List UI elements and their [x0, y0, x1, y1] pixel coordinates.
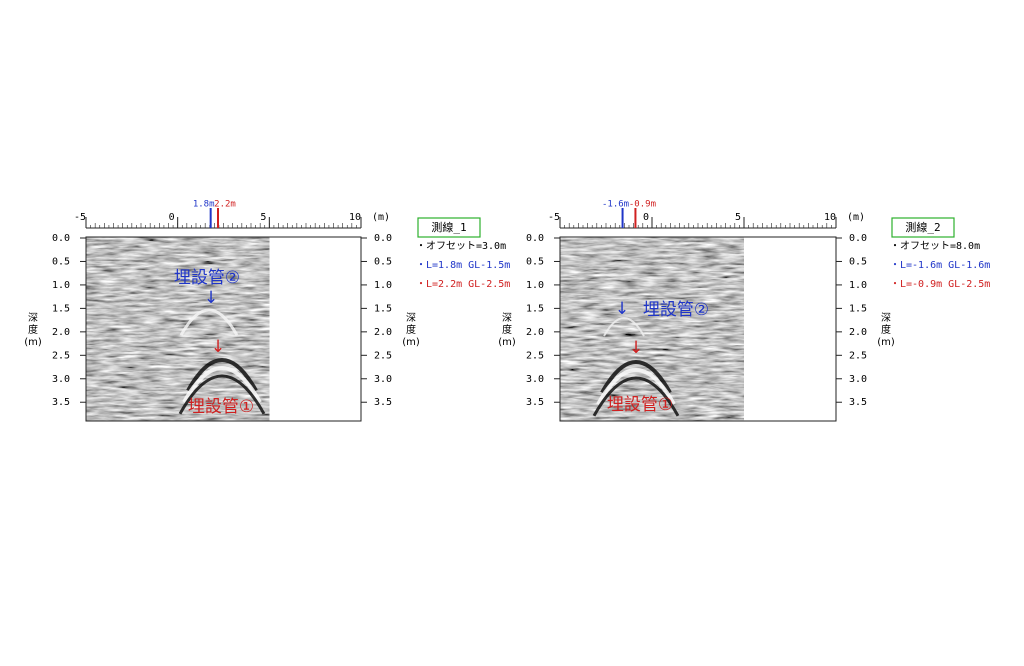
y-tick-label-right: 1.5 — [374, 303, 392, 314]
x-tick-label: -5 — [74, 212, 86, 223]
y-tick-label-right: 0.0 — [374, 233, 392, 244]
x-tick-label: -5 — [548, 212, 560, 223]
x-tick-label: 5 — [260, 212, 266, 223]
y-tick-label: 2.0 — [526, 327, 544, 338]
y-tick-label: 2.5 — [526, 350, 544, 361]
legend-item: ・L=-0.9m GL-2.5m — [890, 279, 990, 290]
y-axis-label-right: (m) — [877, 337, 895, 348]
x-tick-label: 0 — [643, 212, 649, 223]
radargram — [85, 236, 362, 422]
hyperbola — [182, 366, 262, 404]
hyperbola — [186, 358, 258, 392]
y-tick-label-right: 3.0 — [374, 374, 392, 385]
y-tick-label: 1.0 — [52, 280, 70, 291]
legend-title-box — [417, 217, 481, 238]
y-tick-label-right: 0.5 — [374, 256, 392, 267]
y-tick-label-right: 3.5 — [849, 397, 867, 408]
y-tick-label-right: 1.0 — [374, 280, 392, 291]
y-tick-label-right: 3.5 — [374, 397, 392, 408]
marker-label: -0.9m — [629, 200, 656, 210]
hyperbola — [603, 317, 645, 337]
y-axis-label: 度 — [28, 323, 38, 336]
y-tick-label-right: 1.0 — [849, 280, 867, 291]
y-axis-label: 度 — [502, 323, 512, 336]
y-tick-label: 1.5 — [52, 303, 70, 314]
hyperbola — [596, 368, 676, 406]
legend-title-box — [891, 217, 955, 238]
y-tick-label-right: 2.0 — [374, 327, 392, 338]
plot-frame — [85, 236, 362, 422]
marker-label: -1.6m — [602, 200, 629, 210]
pipe-annotation: 埋設管② — [174, 268, 240, 288]
y-axis-label: (m) — [498, 337, 516, 348]
x-tick-label: 10 — [349, 212, 361, 223]
x-tick-label: 0 — [169, 212, 175, 223]
y-axis-label: (m) — [24, 337, 42, 348]
y-tick-label: 2.5 — [52, 350, 70, 361]
marker-label: 1.8m — [193, 200, 215, 210]
y-axis-label-right: 深 — [406, 312, 416, 324]
y-tick-label: 3.0 — [52, 374, 70, 385]
pipe-annotation: 埋設管① — [188, 397, 254, 417]
y-axis-label-right: 度 — [881, 323, 891, 336]
y-tick-label-right: 1.5 — [849, 303, 867, 314]
x-tick-label: 5 — [735, 212, 741, 223]
x-unit: (m) — [847, 212, 865, 223]
y-axis-label-right: (m) — [402, 337, 420, 348]
y-tick-label-right: 2.0 — [849, 327, 867, 338]
x-tick-label: 10 — [824, 212, 836, 223]
radargram — [559, 236, 837, 422]
pipe-annotation: 埋設管① — [607, 395, 673, 415]
plot-frame — [559, 236, 837, 422]
legend-title: 測線_2 — [905, 220, 940, 234]
y-tick-label-right: 2.5 — [374, 350, 392, 361]
hyperbola — [600, 360, 672, 394]
pipe-annotation: ↓ — [629, 338, 643, 358]
y-tick-label: 3.5 — [526, 397, 544, 408]
y-tick-label: 0.5 — [52, 256, 70, 267]
legend-item: ・オフセット=8.0m — [890, 240, 980, 252]
hyperbola — [592, 376, 680, 417]
legend-title: 測線_1 — [431, 220, 466, 234]
y-tick-label: 1.5 — [526, 303, 544, 314]
y-tick-label: 1.0 — [526, 280, 544, 291]
y-tick-label-right: 0.5 — [849, 256, 867, 267]
y-tick-label: 0.0 — [52, 233, 70, 244]
hyperbola — [178, 374, 266, 415]
y-tick-label: 0.0 — [526, 233, 544, 244]
x-unit: (m) — [372, 212, 390, 223]
y-tick-label: 3.0 — [526, 374, 544, 385]
pipe-annotation: ↓ — [615, 299, 629, 319]
radar-image — [560, 237, 744, 421]
y-tick-label-right: 3.0 — [849, 374, 867, 385]
y-axis-label-right: 度 — [406, 323, 416, 336]
y-axis-label: 深 — [28, 312, 38, 324]
legend-item: ・L=2.2m GL-2.5m — [416, 279, 510, 290]
y-axis-label-right: 深 — [881, 312, 891, 324]
y-tick-label: 3.5 — [52, 397, 70, 408]
pipe-annotation: 埋設管② — [643, 300, 709, 320]
legend-item: ・L=-1.6m GL-1.6m — [890, 260, 990, 271]
y-tick-label: 0.5 — [526, 256, 544, 267]
y-tick-label-right: 2.5 — [849, 350, 867, 361]
hyperbola — [179, 308, 239, 336]
y-axis-label: 深 — [502, 312, 512, 324]
pipe-annotation: ↓ — [211, 337, 225, 357]
y-tick-label-right: 0.0 — [849, 233, 867, 244]
legend-item: ・オフセット=3.0m — [416, 240, 506, 252]
radar-image — [86, 237, 270, 421]
marker-label: 2.2m — [214, 200, 236, 210]
pipe-annotation: ↓ — [204, 288, 218, 308]
legend-item: ・L=1.8m GL-1.5m — [416, 260, 510, 271]
y-tick-label: 2.0 — [52, 327, 70, 338]
